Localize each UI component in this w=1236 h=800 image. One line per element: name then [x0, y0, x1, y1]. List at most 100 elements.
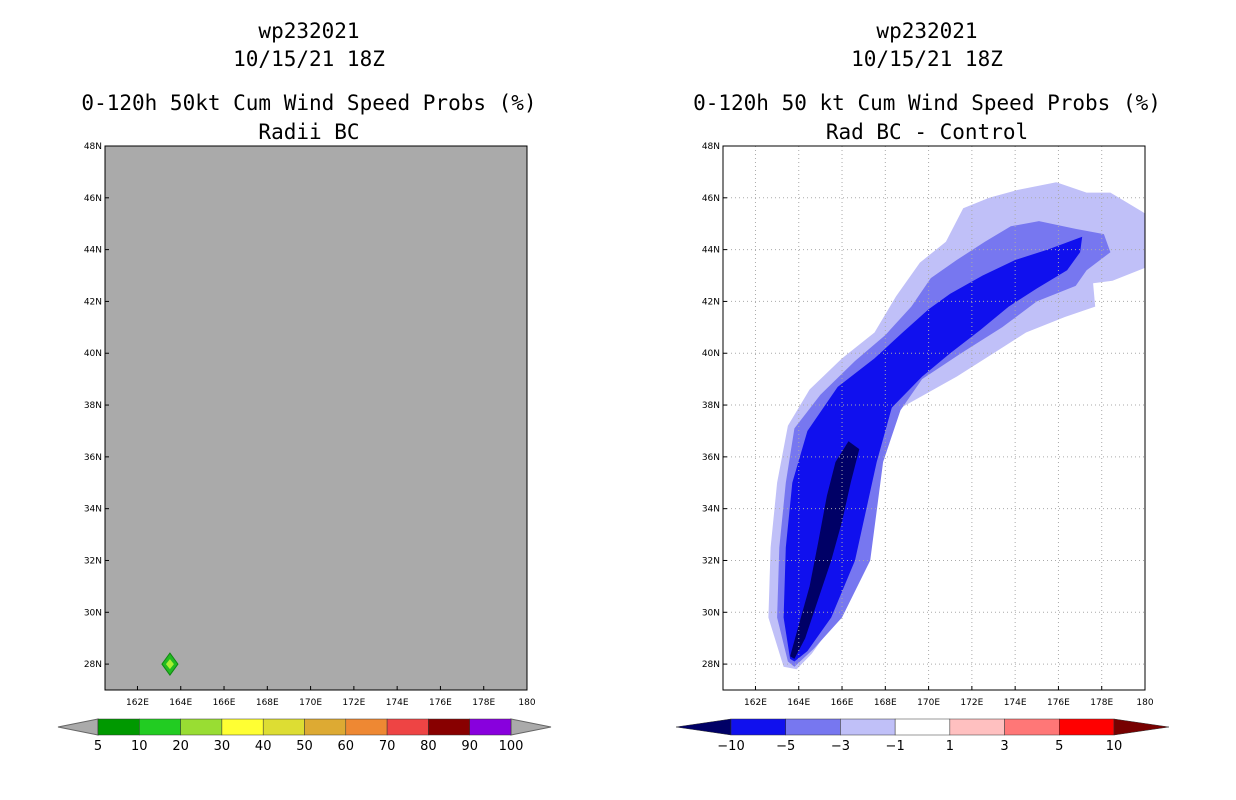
right-datetime: 10/15/21 18Z	[851, 47, 1003, 71]
left-chart-title: 0-120h 50kt Cum Wind Speed Probs (%)	[81, 91, 537, 115]
colorbar-swatch	[386, 718, 429, 736]
y-tick-label: 44N	[702, 246, 720, 256]
right-chart-title: 0-120h 50 kt Cum Wind Speed Probs (%)	[693, 91, 1161, 115]
colorbar-swatch	[894, 718, 951, 736]
colorbar-label: 90	[461, 739, 478, 754]
colorbar-left-arrow	[57, 718, 99, 736]
colorbar-swatch	[262, 718, 305, 736]
colorbar-swatch	[304, 718, 347, 736]
x-tick-label: 174E	[386, 698, 409, 708]
colorbar-label: 30	[214, 739, 231, 754]
left-plot-background	[105, 146, 527, 690]
left-chart-subtitle: Radii BC	[258, 120, 360, 144]
colorbar-swatch	[1059, 718, 1115, 736]
y-tick-label: 42N	[702, 297, 720, 307]
colorbar-label: 5	[1055, 739, 1063, 754]
colorbar-label: 10	[1106, 739, 1123, 754]
colorbar-label: 100	[499, 739, 524, 754]
x-tick-label: 178E	[472, 698, 495, 708]
colorbar-right-arrow	[1113, 718, 1170, 736]
colorbar-swatch	[1004, 718, 1060, 736]
contour-band-2	[783, 236, 1083, 662]
y-tick-label: 46N	[84, 194, 102, 204]
right-chart: 162E 164E 166E 168E 170E 172E 174E 176E 178E 180 2…	[675, 142, 1170, 754]
x-tick-label: 166E	[831, 698, 854, 708]
right-plot-frame	[722, 145, 1146, 691]
y-tick-label: 32N	[84, 556, 102, 566]
y-tick-label: 28N	[84, 660, 102, 670]
right-storm-id: wp232021	[876, 19, 978, 43]
contour-band-1	[777, 221, 1111, 667]
colorbar-label: 40	[255, 739, 272, 754]
colorbar-label: 5	[94, 739, 102, 754]
colorbar-right-arrow	[510, 718, 552, 736]
colorbar-label: −1	[886, 739, 905, 754]
y-tick-label: 28N	[702, 660, 720, 670]
y-tick-label: 34N	[84, 505, 102, 515]
colorbar-label: 60	[338, 739, 355, 754]
y-tick-label: 40N	[84, 349, 102, 359]
colorbar-swatch	[785, 718, 841, 736]
right-chart-subtitle: Rad BC - Control	[825, 120, 1029, 144]
x-tick-label: 164E	[787, 698, 810, 708]
colorbar-swatch	[840, 718, 896, 736]
right-colorbar: −10 −5 −3 −1 1 3 5 10	[675, 718, 1170, 754]
x-tick-label: 166E	[213, 698, 236, 708]
left-storm-id: wp232021	[258, 19, 360, 43]
colorbar-label: 80	[420, 739, 437, 754]
right-contours	[768, 182, 1145, 670]
probability-marker-core	[165, 659, 174, 670]
right-grid	[723, 146, 1145, 690]
y-tick-label: 36N	[84, 453, 102, 463]
colorbar-swatch	[469, 718, 512, 736]
y-tick-label: 38N	[84, 401, 102, 411]
colorbar-label: −5	[776, 739, 795, 754]
x-tick-label: 164E	[169, 698, 192, 708]
colorbar-swatch	[428, 718, 470, 736]
x-tick-label: 170E	[299, 698, 322, 708]
colorbar-swatch	[180, 718, 223, 736]
y-tick-label: 42N	[84, 297, 102, 307]
y-tick-label: 48N	[702, 142, 720, 152]
colorbar-label: 50	[296, 739, 313, 754]
colorbar-label: 20	[172, 739, 189, 754]
y-tick-label: 40N	[702, 349, 720, 359]
x-tick-label: 180	[1136, 698, 1153, 708]
left-chart: 162E 164E 166E 168E 170E 172E 174E 176E 178E 180 2…	[57, 142, 552, 754]
y-tick-label: 44N	[84, 246, 102, 256]
y-tick-label: 38N	[702, 401, 720, 411]
colorbar-swatch	[345, 718, 388, 736]
y-tick-label: 46N	[702, 194, 720, 204]
y-tick-label: 32N	[702, 556, 720, 566]
left-plot-frame	[104, 145, 528, 691]
x-tick-label: 172E	[342, 698, 365, 708]
y-tick-label: 34N	[702, 505, 720, 515]
x-tick-label: 162E	[126, 698, 149, 708]
colorbar-label: 3	[1000, 739, 1008, 754]
x-tick-label: 162E	[744, 698, 767, 708]
colorbar-label: 70	[379, 739, 396, 754]
x-tick-label: 170E	[917, 698, 940, 708]
colorbar-label: 10	[131, 739, 148, 754]
colorbar-label: −10	[717, 739, 744, 754]
colorbar-label: −3	[831, 739, 850, 754]
colorbar-swatch	[97, 718, 140, 736]
x-tick-label: 176E	[1047, 698, 1070, 708]
x-tick-label: 178E	[1090, 698, 1113, 708]
colorbar-swatch	[221, 718, 264, 736]
left-datetime: 10/15/21 18Z	[233, 47, 385, 71]
x-tick-label: 176E	[429, 698, 452, 708]
y-tick-label: 48N	[84, 142, 102, 152]
x-tick-label: 168E	[256, 698, 279, 708]
y-tick-label: 30N	[84, 608, 102, 618]
y-tick-label: 30N	[702, 608, 720, 618]
x-tick-label: 168E	[874, 698, 897, 708]
colorbar-swatch	[949, 718, 1005, 736]
x-tick-label: 174E	[1004, 698, 1027, 708]
colorbar-label: 1	[946, 739, 954, 754]
colorbar-swatch	[730, 718, 786, 736]
left-colorbar: 5 10 20 30 40 50 60 70 80 90 100	[57, 718, 552, 754]
x-tick-label: 180	[518, 698, 535, 708]
colorbar-swatch	[139, 718, 181, 736]
